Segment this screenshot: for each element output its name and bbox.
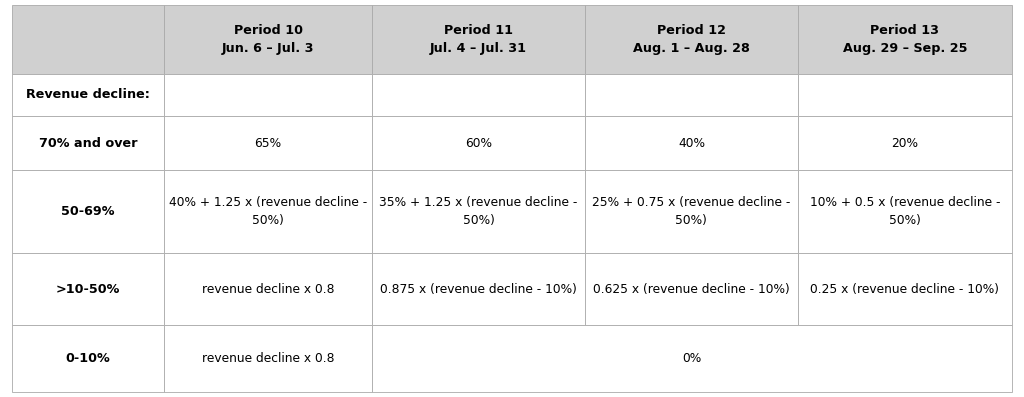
Bar <box>372 5 585 73</box>
Text: 25% + 0.75 x (revenue decline -
50%): 25% + 0.75 x (revenue decline - 50%) <box>592 196 791 227</box>
Bar <box>372 253 585 326</box>
Bar <box>164 73 372 116</box>
Text: Period 13
Aug. 29 – Sep. 25: Period 13 Aug. 29 – Sep. 25 <box>843 24 967 55</box>
Text: 35% + 1.25 x (revenue decline -
50%): 35% + 1.25 x (revenue decline - 50%) <box>379 196 578 227</box>
Text: 65%: 65% <box>255 137 282 150</box>
Bar <box>164 253 372 326</box>
Text: Period 12
Aug. 1 – Aug. 28: Period 12 Aug. 1 – Aug. 28 <box>633 24 750 55</box>
Bar <box>372 73 585 116</box>
Text: 40% + 1.25 x (revenue decline -
50%): 40% + 1.25 x (revenue decline - 50%) <box>169 196 368 227</box>
Text: 0.875 x (revenue decline - 10%): 0.875 x (revenue decline - 10%) <box>380 283 577 296</box>
Bar <box>585 116 798 170</box>
Bar <box>12 73 164 116</box>
Bar <box>585 73 798 116</box>
Text: 0.625 x (revenue decline - 10%): 0.625 x (revenue decline - 10%) <box>593 283 790 296</box>
Text: revenue decline x 0.8: revenue decline x 0.8 <box>202 283 335 296</box>
Text: >10-50%: >10-50% <box>56 283 121 296</box>
Text: 0-10%: 0-10% <box>66 352 111 365</box>
Text: Revenue decline:: Revenue decline: <box>27 88 151 101</box>
Bar <box>164 5 372 73</box>
Bar <box>372 170 585 253</box>
Bar <box>798 73 1012 116</box>
Bar <box>164 170 372 253</box>
Bar <box>372 116 585 170</box>
Text: revenue decline x 0.8: revenue decline x 0.8 <box>202 352 335 365</box>
Text: 40%: 40% <box>678 137 705 150</box>
Bar <box>798 253 1012 326</box>
Bar <box>12 326 164 392</box>
Bar <box>12 170 164 253</box>
Text: 0%: 0% <box>682 352 701 365</box>
Bar <box>12 5 164 73</box>
Bar <box>585 170 798 253</box>
Text: Period 10
Jun. 6 – Jul. 3: Period 10 Jun. 6 – Jul. 3 <box>222 24 314 55</box>
Text: 10% + 0.5 x (revenue decline -
50%): 10% + 0.5 x (revenue decline - 50%) <box>810 196 1000 227</box>
Text: 0.25 x (revenue decline - 10%): 0.25 x (revenue decline - 10%) <box>810 283 999 296</box>
Bar <box>798 5 1012 73</box>
Bar <box>585 5 798 73</box>
Bar <box>798 170 1012 253</box>
Bar <box>164 326 372 392</box>
Bar <box>798 116 1012 170</box>
Bar <box>12 253 164 326</box>
Text: 70% and over: 70% and over <box>39 137 137 150</box>
Text: 50-69%: 50-69% <box>61 205 115 218</box>
Bar <box>12 116 164 170</box>
Text: 60%: 60% <box>465 137 492 150</box>
Text: 20%: 20% <box>891 137 919 150</box>
Bar <box>372 326 1012 392</box>
Bar <box>164 116 372 170</box>
Text: Period 11
Jul. 4 – Jul. 31: Period 11 Jul. 4 – Jul. 31 <box>430 24 527 55</box>
Bar <box>585 253 798 326</box>
